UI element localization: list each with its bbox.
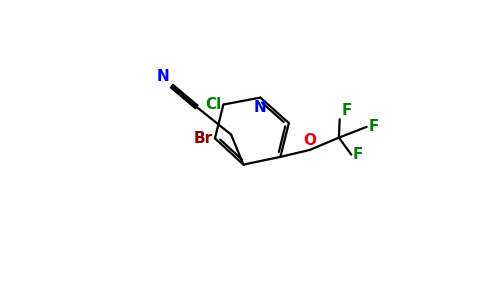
Text: N: N	[157, 69, 169, 84]
Text: F: F	[341, 103, 351, 118]
Text: Br: Br	[194, 131, 212, 146]
Text: N: N	[254, 100, 267, 115]
Text: Cl: Cl	[205, 97, 221, 112]
Text: F: F	[353, 147, 363, 162]
Text: F: F	[368, 119, 378, 134]
Text: O: O	[303, 134, 316, 148]
